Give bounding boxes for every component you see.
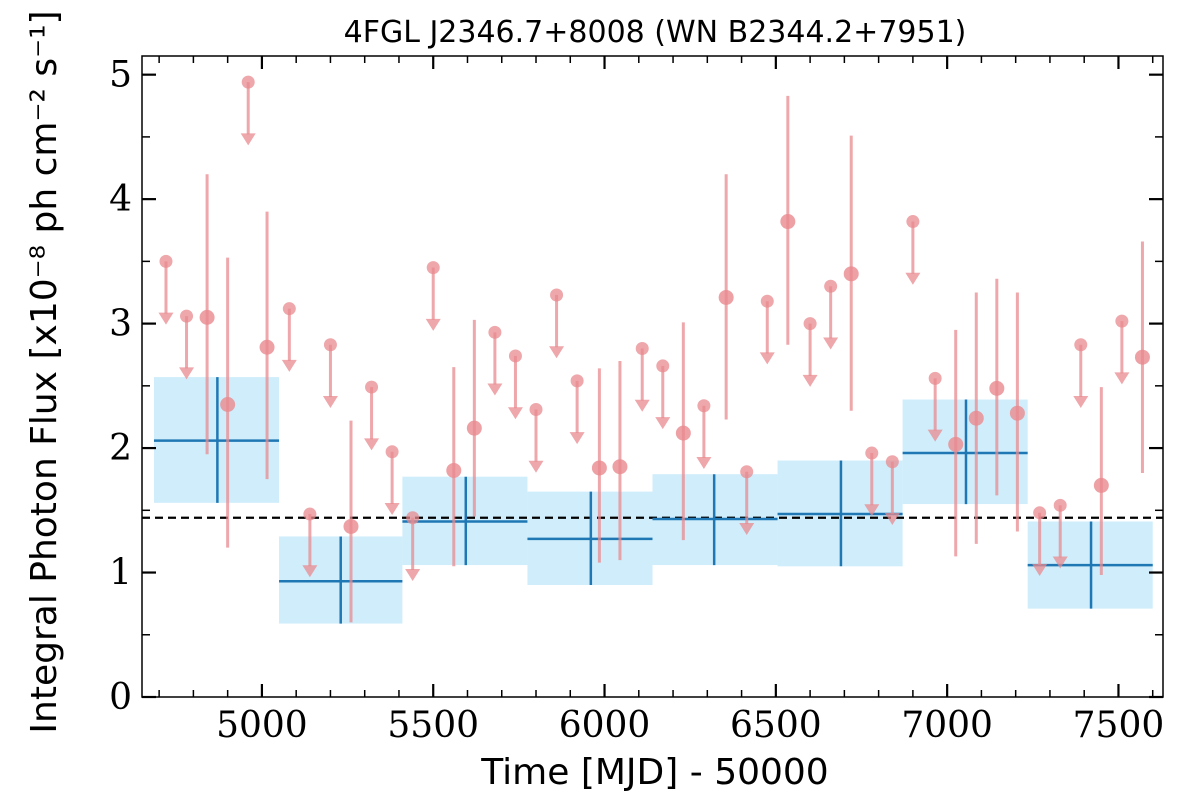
short-point <box>446 462 462 478</box>
upper-limit-point <box>365 380 379 394</box>
upper-limit-point <box>159 254 173 268</box>
upper-limit-point <box>323 338 337 352</box>
upper-limit-point <box>1053 498 1067 512</box>
short-point <box>843 266 859 282</box>
upper-limit-point <box>824 279 838 293</box>
upper-limit-arrowhead <box>739 522 755 535</box>
upper-limit-arrowhead <box>864 504 880 517</box>
upper-limit-arrowhead <box>240 133 256 146</box>
upper-limit-arrowhead <box>179 367 195 380</box>
upper-limit-point <box>550 288 564 302</box>
x-tick-label: 6500 <box>730 705 822 746</box>
upper-limit-arrowhead <box>905 272 921 285</box>
upper-limit-point <box>508 349 522 363</box>
upper-limit-arrowhead <box>927 429 943 442</box>
upper-limit-arrowhead <box>759 352 775 365</box>
upper-limit-point <box>529 402 543 416</box>
upper-limit-arrowhead <box>569 432 585 445</box>
short-point <box>1134 349 1150 365</box>
short-point <box>968 410 984 426</box>
upper-limit-point <box>885 455 899 469</box>
x-tick-label: 7000 <box>901 705 993 746</box>
upper-limit-arrowhead <box>158 312 174 325</box>
upper-limit-arrowhead <box>322 395 338 408</box>
upper-limit-point <box>282 302 296 316</box>
upper-limit-arrowhead <box>487 383 503 396</box>
upper-limit-point <box>426 261 440 275</box>
plot-area <box>142 75 1163 624</box>
upper-limit-point <box>1074 338 1088 352</box>
upper-limit-point <box>760 294 774 308</box>
upper-limit-point <box>241 75 255 89</box>
upper-limit-point <box>740 465 754 479</box>
x-tick-label: 5500 <box>387 705 479 746</box>
short-point <box>612 459 628 475</box>
upper-limit-arrowhead <box>1032 564 1048 577</box>
upper-limit-point <box>865 446 879 460</box>
upper-limit-arrowhead <box>281 359 297 372</box>
upper-limit-arrowhead <box>802 374 818 387</box>
x-tick-label: 5000 <box>216 705 308 746</box>
upper-limit-point <box>406 511 420 525</box>
x-tick-label: 6000 <box>559 705 651 746</box>
short-point <box>259 339 275 355</box>
upper-limit-point <box>1033 506 1047 520</box>
upper-limit-arrowhead <box>1114 372 1130 385</box>
upper-limit-arrowhead <box>384 503 400 516</box>
upper-limit-point <box>697 399 711 413</box>
upper-limit-point <box>906 215 920 229</box>
upper-limit-arrowhead <box>528 460 544 473</box>
y-tick-label: 5 <box>109 55 132 96</box>
upper-limit-point <box>803 317 817 331</box>
short-point <box>1009 405 1025 421</box>
x-axis-label: Time [MJD] - 50000 <box>480 752 828 793</box>
upper-limit-arrowhead <box>655 417 671 430</box>
upper-limit-point <box>928 371 942 385</box>
upper-limit-point <box>570 374 584 388</box>
upper-limit-arrowhead <box>884 512 900 525</box>
short-point <box>718 289 734 305</box>
upper-limit-arrowhead <box>549 346 565 359</box>
y-tick-label: 4 <box>109 179 132 220</box>
upper-limit-point <box>180 309 194 323</box>
upper-limit-arrowhead <box>507 407 523 420</box>
short-point <box>591 460 607 476</box>
upper-limit-arrowhead <box>696 456 712 469</box>
short-point <box>220 397 236 413</box>
chart-title: 4FGL J2346.7+8008 (WN B2344.2+7951) <box>344 15 967 50</box>
axis-ticks: 5000 5500 6000 6500 7000 7500 0 1 2 3 4 5 <box>109 55 1164 746</box>
short-point <box>1093 477 1109 493</box>
y-axis-label: Integral Photon Flux [x10⁻⁸ ph cm⁻² s⁻¹] <box>24 10 65 733</box>
upper-limit-point <box>656 359 670 373</box>
upper-limit-arrowhead <box>1052 556 1068 569</box>
upper-limit-arrowhead <box>364 438 380 451</box>
short-point <box>675 425 691 441</box>
short-point <box>948 436 964 452</box>
upper-limit-point <box>1115 314 1129 328</box>
upper-limit-arrowhead <box>405 569 421 582</box>
upper-limit-point <box>635 341 649 355</box>
y-tick-label: 0 <box>109 677 132 718</box>
upper-limit-arrowhead <box>634 399 650 412</box>
upper-limit-arrowhead <box>823 337 839 350</box>
upper-limit-arrowhead <box>425 318 441 331</box>
upper-limit-point <box>488 325 502 339</box>
short-point <box>989 380 1005 396</box>
upper-limit-point <box>303 507 317 521</box>
short-point <box>466 420 482 436</box>
upper-limit-arrowhead <box>1073 395 1089 408</box>
short-point <box>343 518 359 534</box>
short-point <box>780 214 796 230</box>
y-tick-label: 3 <box>109 304 132 345</box>
short-point <box>199 309 215 325</box>
y-tick-label: 1 <box>109 553 132 594</box>
x-tick-label: 7500 <box>1073 705 1165 746</box>
upper-limit-arrowhead <box>302 565 318 578</box>
upper-limit-point <box>385 445 399 459</box>
y-tick-label: 2 <box>109 428 132 469</box>
plot-frame <box>141 55 1164 698</box>
